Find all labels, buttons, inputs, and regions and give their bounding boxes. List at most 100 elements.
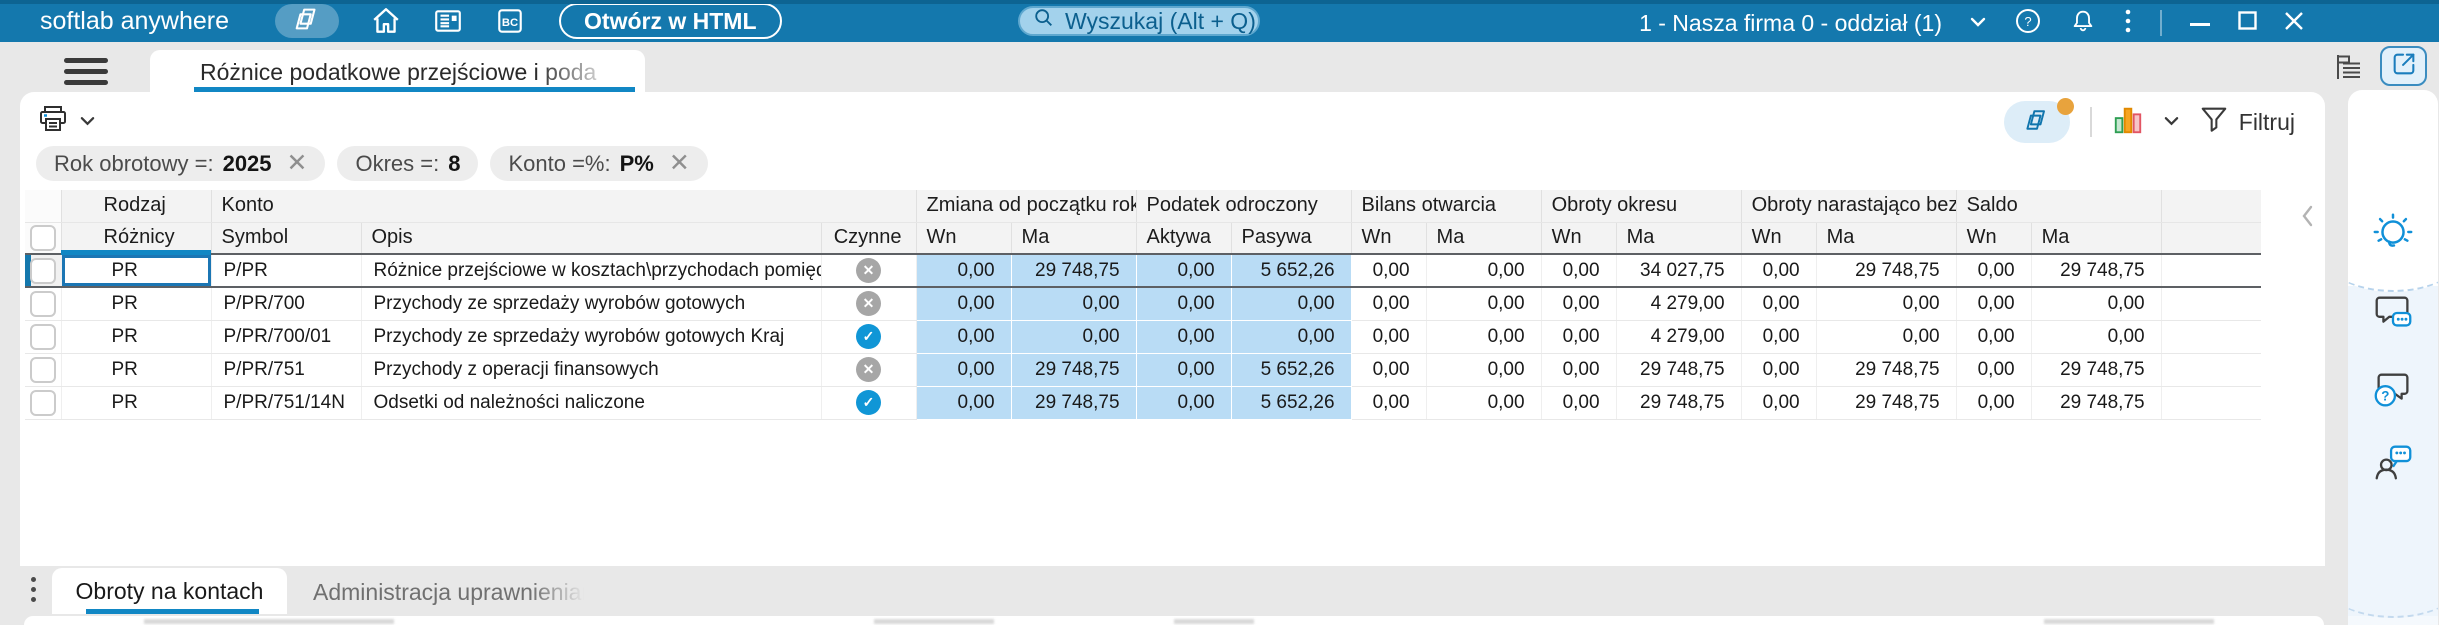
cell-value[interactable]: 29 748,75 [1011, 386, 1137, 420]
cell-value[interactable]: 0,00 [1541, 287, 1617, 321]
kebab-menu-icon[interactable] [2124, 8, 2132, 39]
cell-value[interactable]: 0,00 [1351, 353, 1427, 387]
cell-symbol[interactable]: P/PR/751 [211, 353, 362, 387]
cell-value[interactable]: 29 748,75 [1816, 353, 1957, 387]
cell-value[interactable]: 0,00 [1426, 320, 1542, 354]
group-header-konto[interactable]: Konto [211, 190, 917, 223]
col-header-pasywa[interactable]: Pasywa [1231, 222, 1352, 255]
share-panel-button[interactable] [2380, 46, 2427, 86]
filter-chip-rok-obrotowy[interactable]: Rok obrotowy =: 2025 ✕ [36, 146, 326, 181]
group-header-obroty-narastajaco[interactable]: Obroty narastająco bez BO [1741, 190, 1957, 223]
home-icon[interactable] [371, 6, 401, 36]
filter-button[interactable]: Filtruj [2199, 104, 2295, 140]
row-checkbox[interactable] [29, 323, 56, 350]
chart-view-icon[interactable] [2112, 104, 2144, 141]
company-selector[interactable]: 1 - Nasza firma 0 - oddział (1) [1639, 9, 1942, 36]
row-checkbox[interactable] [29, 290, 56, 317]
cell-value[interactable]: 5 652,26 [1231, 253, 1352, 288]
cell-value[interactable]: 0,00 [1816, 287, 1957, 321]
table-row[interactable]: PR P/PR Różnice przejściowe w kosztach\p… [25, 253, 2262, 288]
filter-chip-okres[interactable]: Okres =: 8 [337, 146, 479, 181]
cell-value[interactable]: 0,00 [1816, 320, 1957, 354]
col-header-ma[interactable]: Ma [1816, 222, 1957, 255]
cell-value[interactable]: 29 748,75 [1011, 353, 1137, 387]
remove-filter-icon[interactable]: ✕ [286, 149, 308, 177]
col-header-rodzaj[interactable]: Rodzaj [61, 190, 212, 223]
help-icon[interactable]: ? [2014, 7, 2042, 40]
col-header-czynne[interactable]: Czynne [821, 222, 917, 255]
row-checkbox[interactable] [29, 356, 56, 383]
bottom-tab-administracja[interactable]: Administracja uprawnieniami [313, 579, 593, 605]
cell-value[interactable]: 0,00 [1741, 287, 1817, 321]
col-header-wn[interactable]: Wn [1541, 222, 1617, 255]
col-header-opis[interactable]: Opis [361, 222, 822, 255]
cell-value[interactable]: 0,00 [1136, 320, 1232, 354]
col-header-roznicy[interactable]: Różnicy [61, 222, 212, 255]
cell-value[interactable]: 0,00 [1541, 386, 1617, 420]
community-chat-icon[interactable] [2370, 439, 2416, 485]
cell-value[interactable]: 29 748,75 [1616, 353, 1742, 387]
cell-value[interactable]: 0,00 [1956, 386, 2032, 420]
close-icon[interactable] [2285, 11, 2303, 35]
cell-value[interactable]: 0,00 [1136, 353, 1232, 387]
cell-symbol[interactable]: P/PR/700 [211, 287, 362, 321]
cell-value[interactable]: 0,00 [1231, 320, 1352, 354]
cell-value[interactable]: 29 748,75 [1816, 253, 1957, 288]
cell-value[interactable]: 0,00 [2031, 320, 2162, 354]
col-header-ma[interactable]: Ma [2031, 222, 2162, 255]
maximize-icon[interactable] [2238, 11, 2257, 35]
table-row[interactable]: PR P/PR/700 Przychody ze sprzedaży wyrob… [25, 287, 2262, 321]
cell-value[interactable]: 0,00 [1741, 320, 1817, 354]
feedback-chat-icon[interactable] [2370, 290, 2416, 336]
cell-rodzaj[interactable]: PR [61, 353, 212, 387]
cell-value[interactable]: 29 748,75 [1816, 386, 1957, 420]
col-header-ma[interactable]: Ma [1616, 222, 1742, 255]
cell-value[interactable]: 0,00 [1741, 253, 1817, 288]
group-header-podatek[interactable]: Podatek odroczony [1136, 190, 1352, 223]
cell-value[interactable]: 0,00 [1351, 386, 1427, 420]
nav-documents-active[interactable] [275, 4, 340, 38]
table-row[interactable]: PR P/PR/751 Przychody z operacji finanso… [25, 353, 2262, 387]
search-input[interactable]: Wyszukaj (Alt + Q) [1018, 6, 1260, 36]
cell-value[interactable]: 0,00 [1011, 320, 1137, 354]
cell-value[interactable]: 0,00 [1956, 287, 2032, 321]
cell-value[interactable]: 0,00 [1426, 353, 1542, 387]
cell-rodzaj[interactable]: PR [61, 386, 212, 420]
cell-symbol[interactable]: P/PR/751/14N [211, 386, 362, 420]
cell-value[interactable]: 0,00 [1136, 253, 1232, 288]
col-header-wn[interactable]: Wn [916, 222, 1012, 255]
print-button[interactable] [36, 102, 70, 141]
panel-tree-icon[interactable] [2334, 52, 2364, 87]
cell-value[interactable]: 29 748,75 [1616, 386, 1742, 420]
bc-icon[interactable]: BC [495, 6, 525, 36]
cell-value[interactable]: 5 652,26 [1231, 386, 1352, 420]
cell-value[interactable]: 4 279,00 [1616, 287, 1742, 321]
col-header-wn[interactable]: Wn [1351, 222, 1427, 255]
cell-rodzaj-focused[interactable]: PR [61, 253, 212, 288]
cell-value[interactable]: 29 748,75 [2031, 353, 2162, 387]
cell-value[interactable]: 0,00 [1011, 287, 1137, 321]
cell-value[interactable]: 34 027,75 [1616, 253, 1742, 288]
cell-value[interactable]: 0,00 [1351, 320, 1427, 354]
col-header-wn[interactable]: Wn [1741, 222, 1817, 255]
cell-opis[interactable]: Różnice przejściowe w kosztach\przychoda… [361, 253, 822, 288]
cell-symbol[interactable]: P/PR/700/01 [211, 320, 362, 354]
cell-value[interactable]: 0,00 [1541, 253, 1617, 288]
chart-options-chevron-icon[interactable] [2164, 113, 2179, 131]
cell-value[interactable]: 0,00 [916, 287, 1012, 321]
cell-value[interactable]: 0,00 [1351, 253, 1427, 288]
row-checkbox[interactable] [29, 389, 56, 416]
hamburger-menu-icon[interactable] [64, 58, 108, 85]
cell-rodzaj[interactable]: PR [61, 287, 212, 321]
col-header-aktywa[interactable]: Aktywa [1136, 222, 1232, 255]
cell-value[interactable]: 0,00 [1136, 287, 1232, 321]
cell-value[interactable]: 4 279,00 [1616, 320, 1742, 354]
minimize-icon[interactable] [2190, 14, 2210, 32]
help-chat-icon[interactable]: ? [2370, 367, 2416, 413]
cell-opis[interactable]: Przychody z operacji finansowych [361, 353, 822, 387]
col-header-ma[interactable]: Ma [1011, 222, 1137, 255]
cell-value[interactable]: 0,00 [1351, 287, 1427, 321]
tab-roznice-podatkowe[interactable]: Różnice podatkowe przejściowe i poda [150, 50, 645, 92]
open-in-html-button[interactable]: Otwórz w HTML [559, 3, 782, 39]
cell-value[interactable]: 0,00 [1956, 253, 2032, 288]
